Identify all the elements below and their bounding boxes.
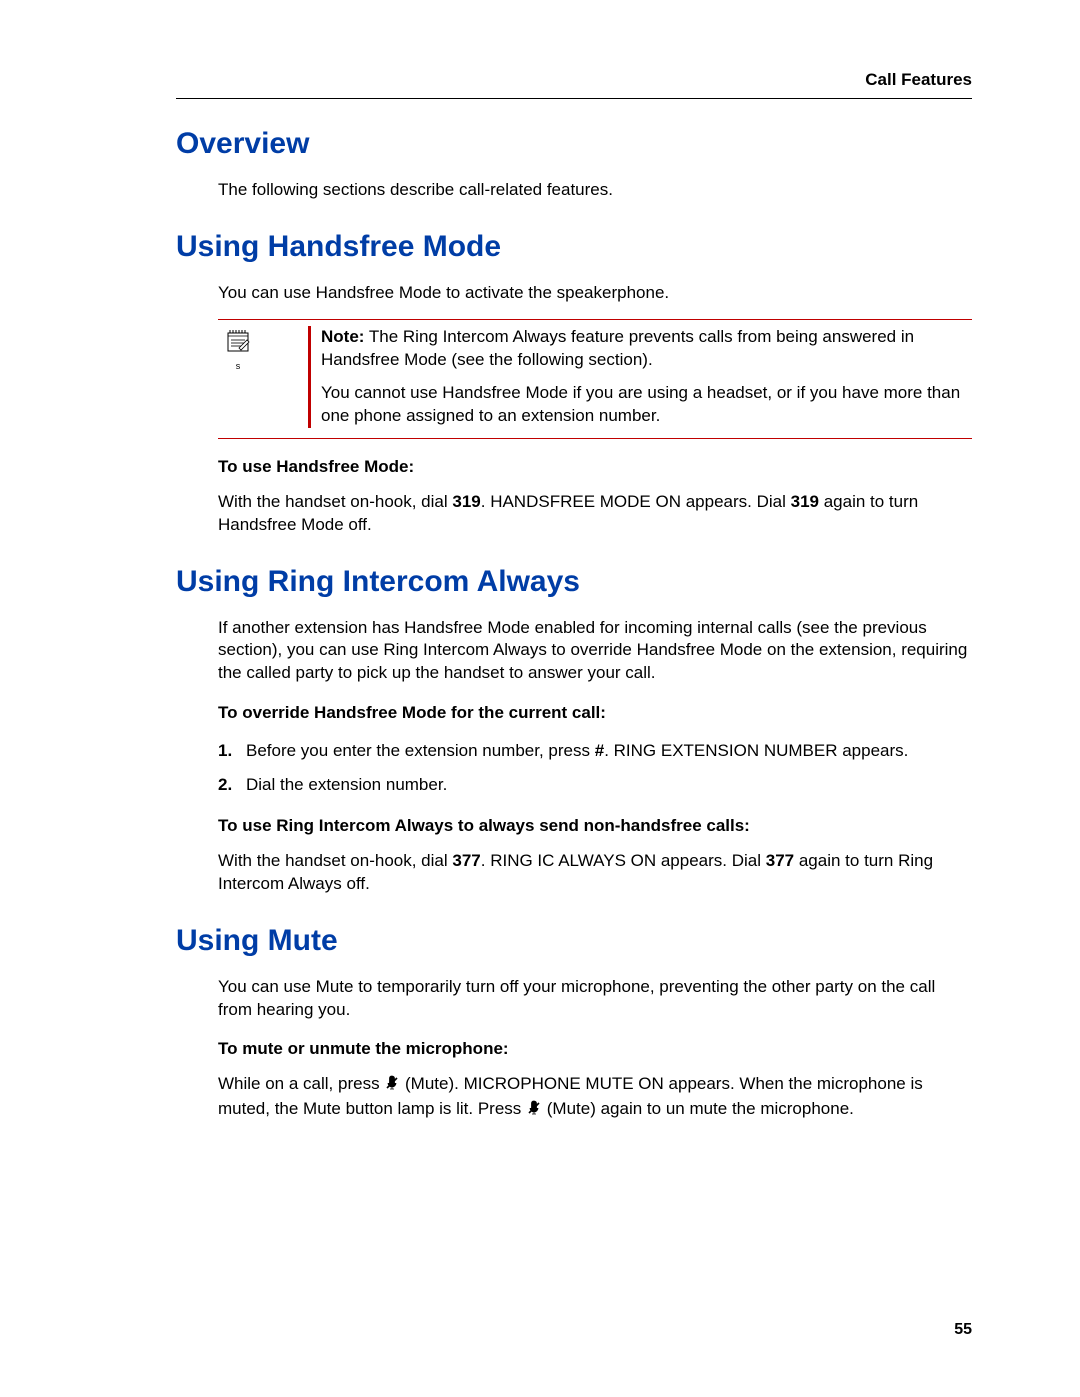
- mute-icon: [384, 1075, 400, 1098]
- page-header: Call Features: [176, 70, 972, 99]
- list-item: 1. Before you enter the extension number…: [218, 737, 972, 764]
- overview-paragraph: The following sections describe call-rel…: [218, 179, 972, 202]
- ring-body2: With the handset on-hook, dial 377. RING…: [218, 850, 972, 896]
- ring-sub1: To override Handsfree Mode for the curre…: [218, 703, 972, 723]
- mute-icon: [526, 1100, 542, 1123]
- note-content: Note: The Ring Intercom Always feature p…: [321, 326, 972, 428]
- document-page: Call Features Overview The following sec…: [0, 0, 1080, 1397]
- header-title: Call Features: [865, 70, 972, 89]
- note-vertical-bar: [308, 326, 311, 428]
- heading-handsfree: Using Handsfree Mode: [176, 230, 972, 264]
- handsfree-howto-body: With the handset on-hook, dial 319. HAND…: [218, 491, 972, 537]
- heading-mute: Using Mute: [176, 924, 972, 958]
- step-2-text: Dial the extension number.: [246, 771, 447, 798]
- ring-sub2: To use Ring Intercom Always to always se…: [218, 816, 972, 836]
- mute-intro: You can use Mute to temporarily turn off…: [218, 976, 972, 1022]
- ring-steps-list: 1. Before you enter the extension number…: [218, 737, 972, 797]
- note-label: Note:: [321, 327, 364, 346]
- mute-sub: To mute or unmute the microphone:: [218, 1039, 972, 1059]
- heading-ring-intercom: Using Ring Intercom Always: [176, 565, 972, 599]
- heading-overview: Overview: [176, 127, 972, 161]
- note-paragraph-2: You cannot use Handsfree Mode if you are…: [321, 382, 972, 428]
- notepad-icon: [225, 328, 251, 359]
- note-icon-column: s: [218, 326, 258, 428]
- step-1-text: Before you enter the extension number, p…: [246, 737, 908, 764]
- ring-intro: If another extension has Handsfree Mode …: [218, 617, 972, 686]
- note-p1-rest: The Ring Intercom Always feature prevent…: [321, 327, 914, 369]
- note-box: s Note: The Ring Intercom Always feature…: [218, 319, 972, 439]
- step-number-2: 2.: [218, 771, 246, 798]
- note-paragraph-1: Note: The Ring Intercom Always feature p…: [321, 326, 972, 372]
- handsfree-intro: You can use Handsfree Mode to activate t…: [218, 282, 972, 305]
- list-item: 2. Dial the extension number.: [218, 771, 972, 798]
- handsfree-howto-label: To use Handsfree Mode:: [218, 457, 972, 477]
- step-number-1: 1.: [218, 737, 246, 764]
- note-icon-sub: s: [218, 361, 258, 371]
- mute-body: While on a call, press (Mute). MICROPHON…: [218, 1073, 972, 1123]
- page-number: 55: [954, 1321, 972, 1339]
